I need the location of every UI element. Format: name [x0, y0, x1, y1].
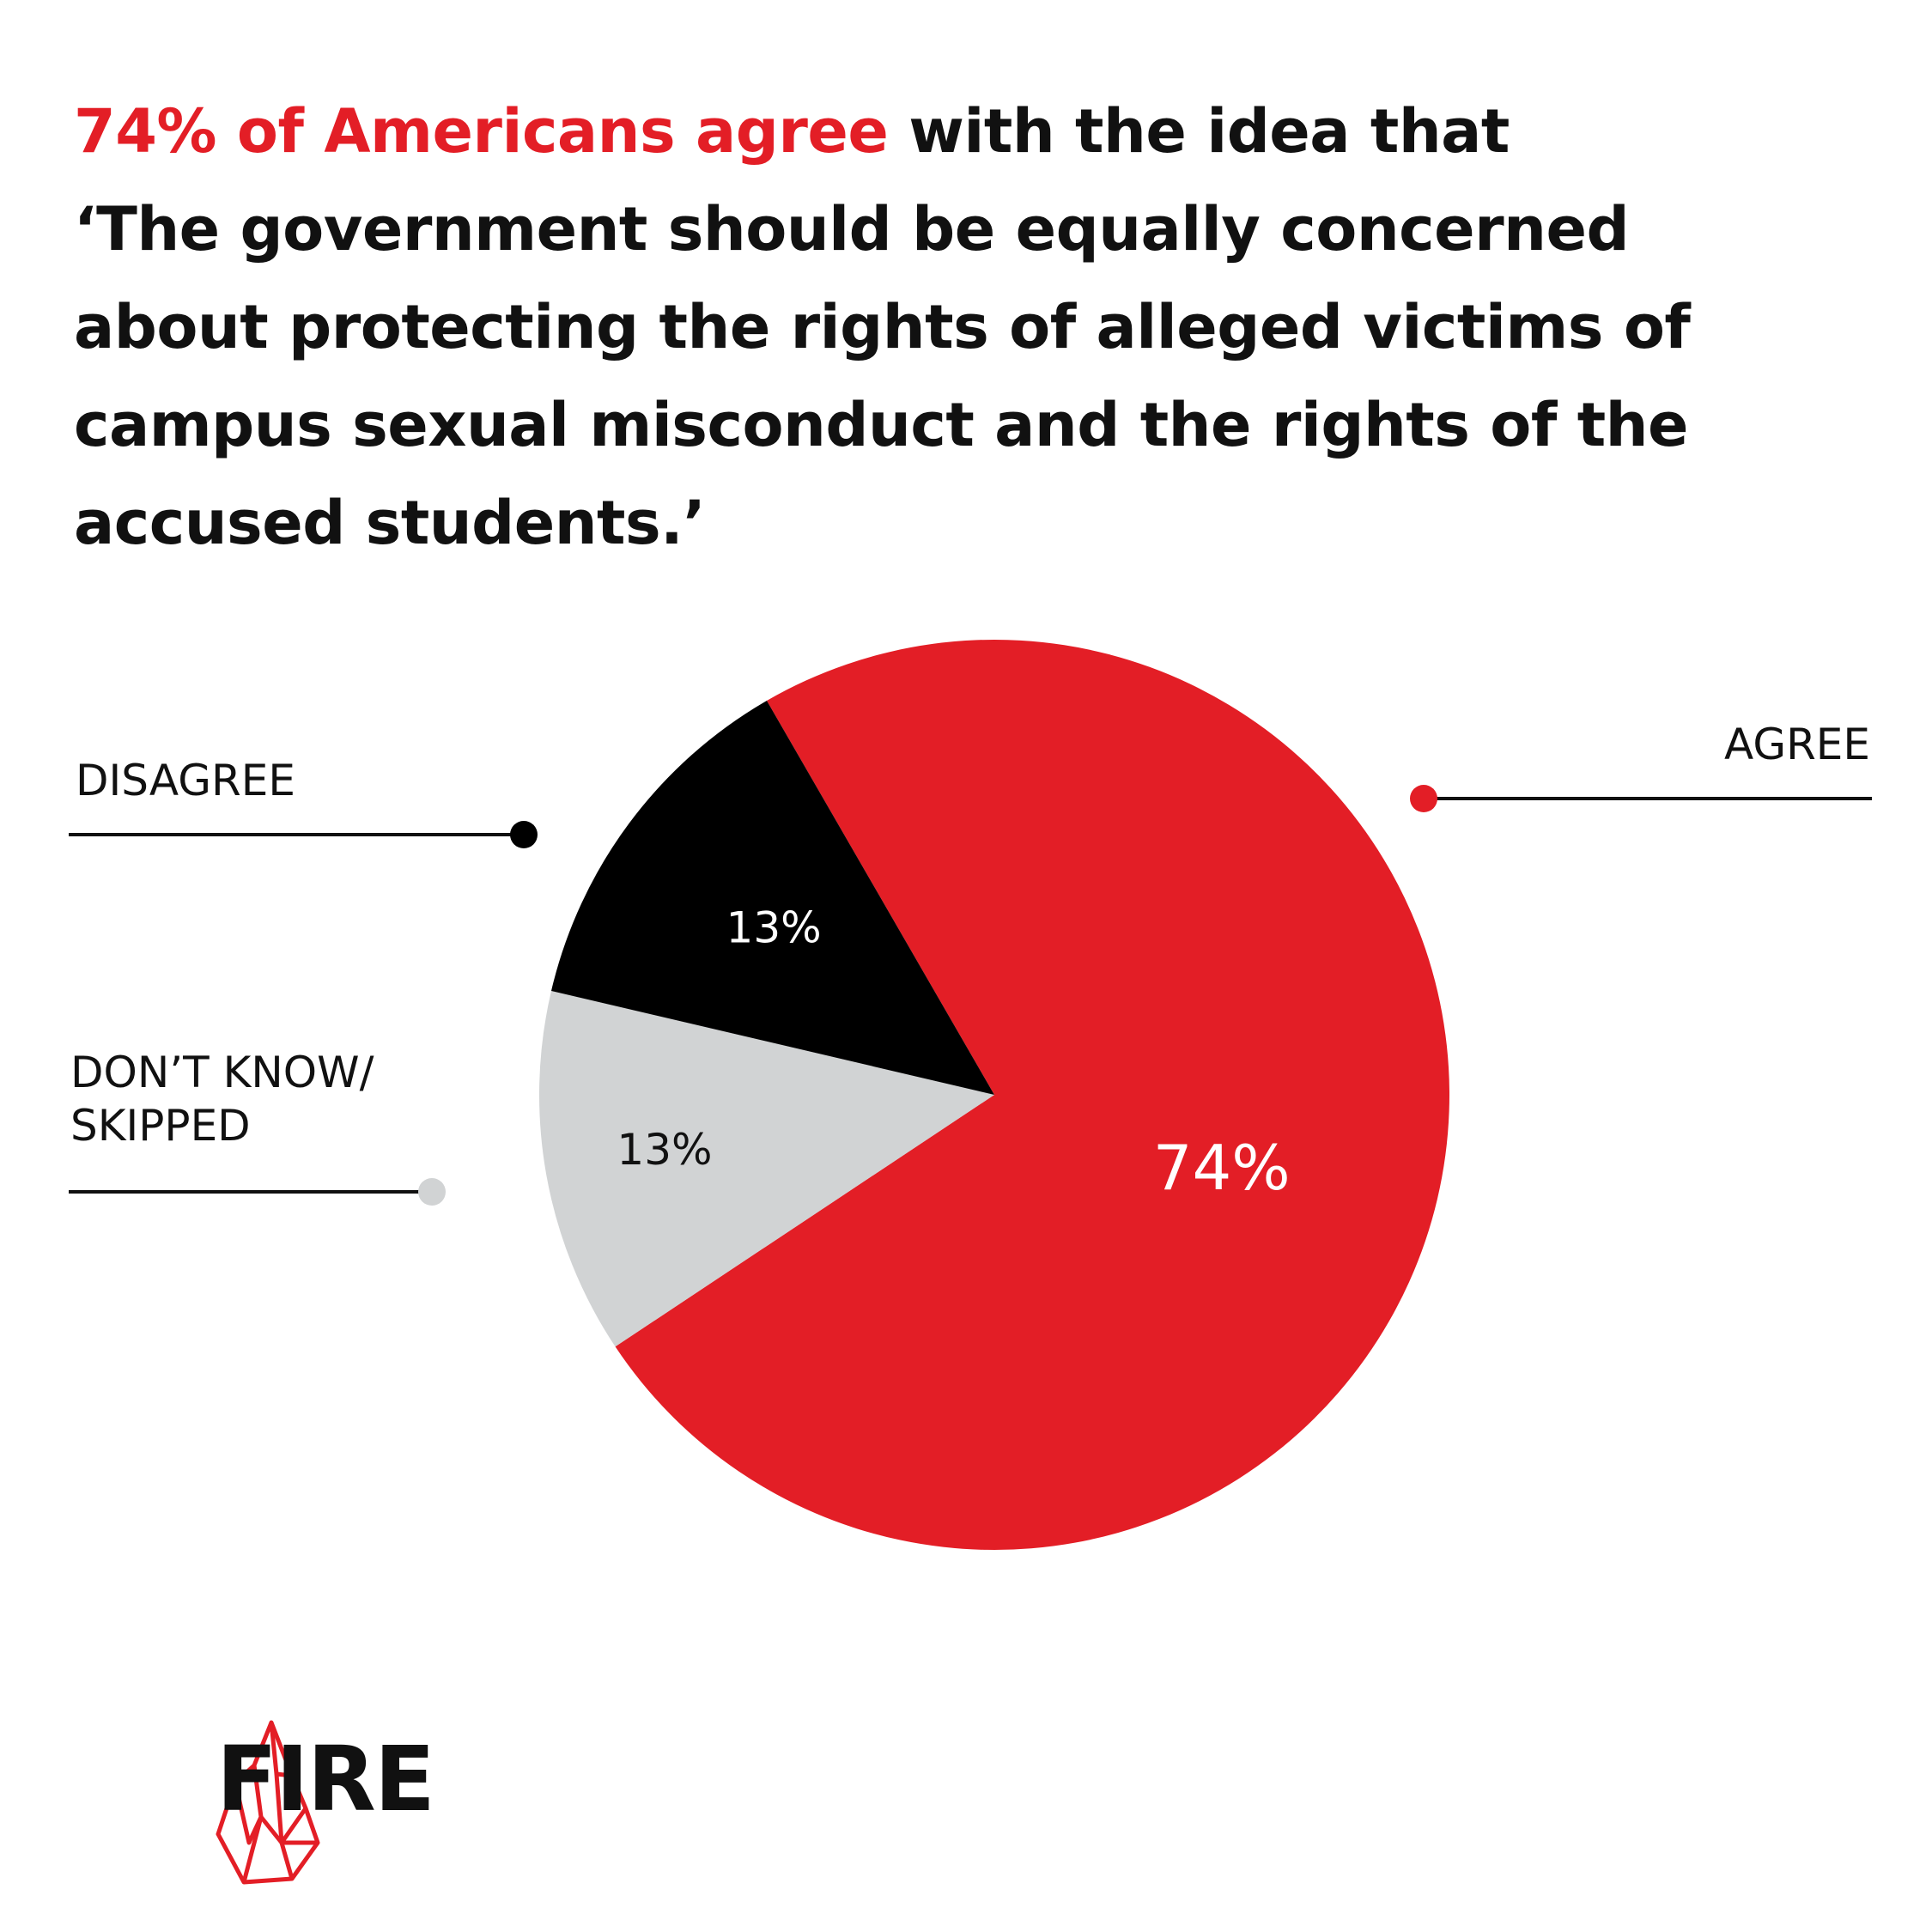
legend-label-disagree: DISAGREE [76, 756, 295, 805]
legend-label-dont-know-line-1: DON’T KNOW/ [70, 1048, 374, 1097]
legend-label-agree: AGREE [1724, 720, 1870, 769]
pie-slices [539, 640, 1449, 1550]
pie-slice-disagree [551, 701, 994, 1095]
legend-label-dont-know: DON’T KNOW/ SKIPPED [70, 1046, 374, 1152]
legend-leader-lines [69, 785, 1872, 1206]
pie-slice-dont-know [539, 990, 994, 1347]
slice-value-label-dont-know: 13% [617, 1125, 712, 1175]
logo-wordmark: FIRE [216, 1727, 435, 1832]
legend-dot-disagree [510, 821, 538, 848]
headline-line-1-rest: with the idea that [888, 96, 1510, 167]
headline-line-1: 74% of Americans agree with the idea tha… [74, 82, 1877, 180]
slice-value-label-disagree: 13% [726, 903, 822, 953]
legend-dot-dont-know [418, 1178, 446, 1206]
legend-label-dont-know-line-2: SKIPPED [70, 1101, 251, 1151]
legend-dot-agree [1410, 785, 1437, 812]
headline-line-5: accused students.’ [74, 488, 706, 558]
headline-line-2: ‘The government should be equally concer… [74, 194, 1630, 264]
headline-highlight: 74% of Americans agree [74, 96, 889, 167]
pie-slice-agree [615, 640, 1449, 1550]
pie-slice-labels: 74% 13% 13% [617, 903, 1290, 1204]
slice-value-label-agree: 74% [1153, 1132, 1291, 1204]
headline: 74% of Americans agree with the idea tha… [74, 82, 1877, 572]
headline-line-4: campus sexual misconduct and the rights … [74, 390, 1689, 460]
headline-line-3: about protecting the rights of alleged v… [74, 292, 1691, 362]
flame-logo-icon [216, 1720, 320, 1885]
